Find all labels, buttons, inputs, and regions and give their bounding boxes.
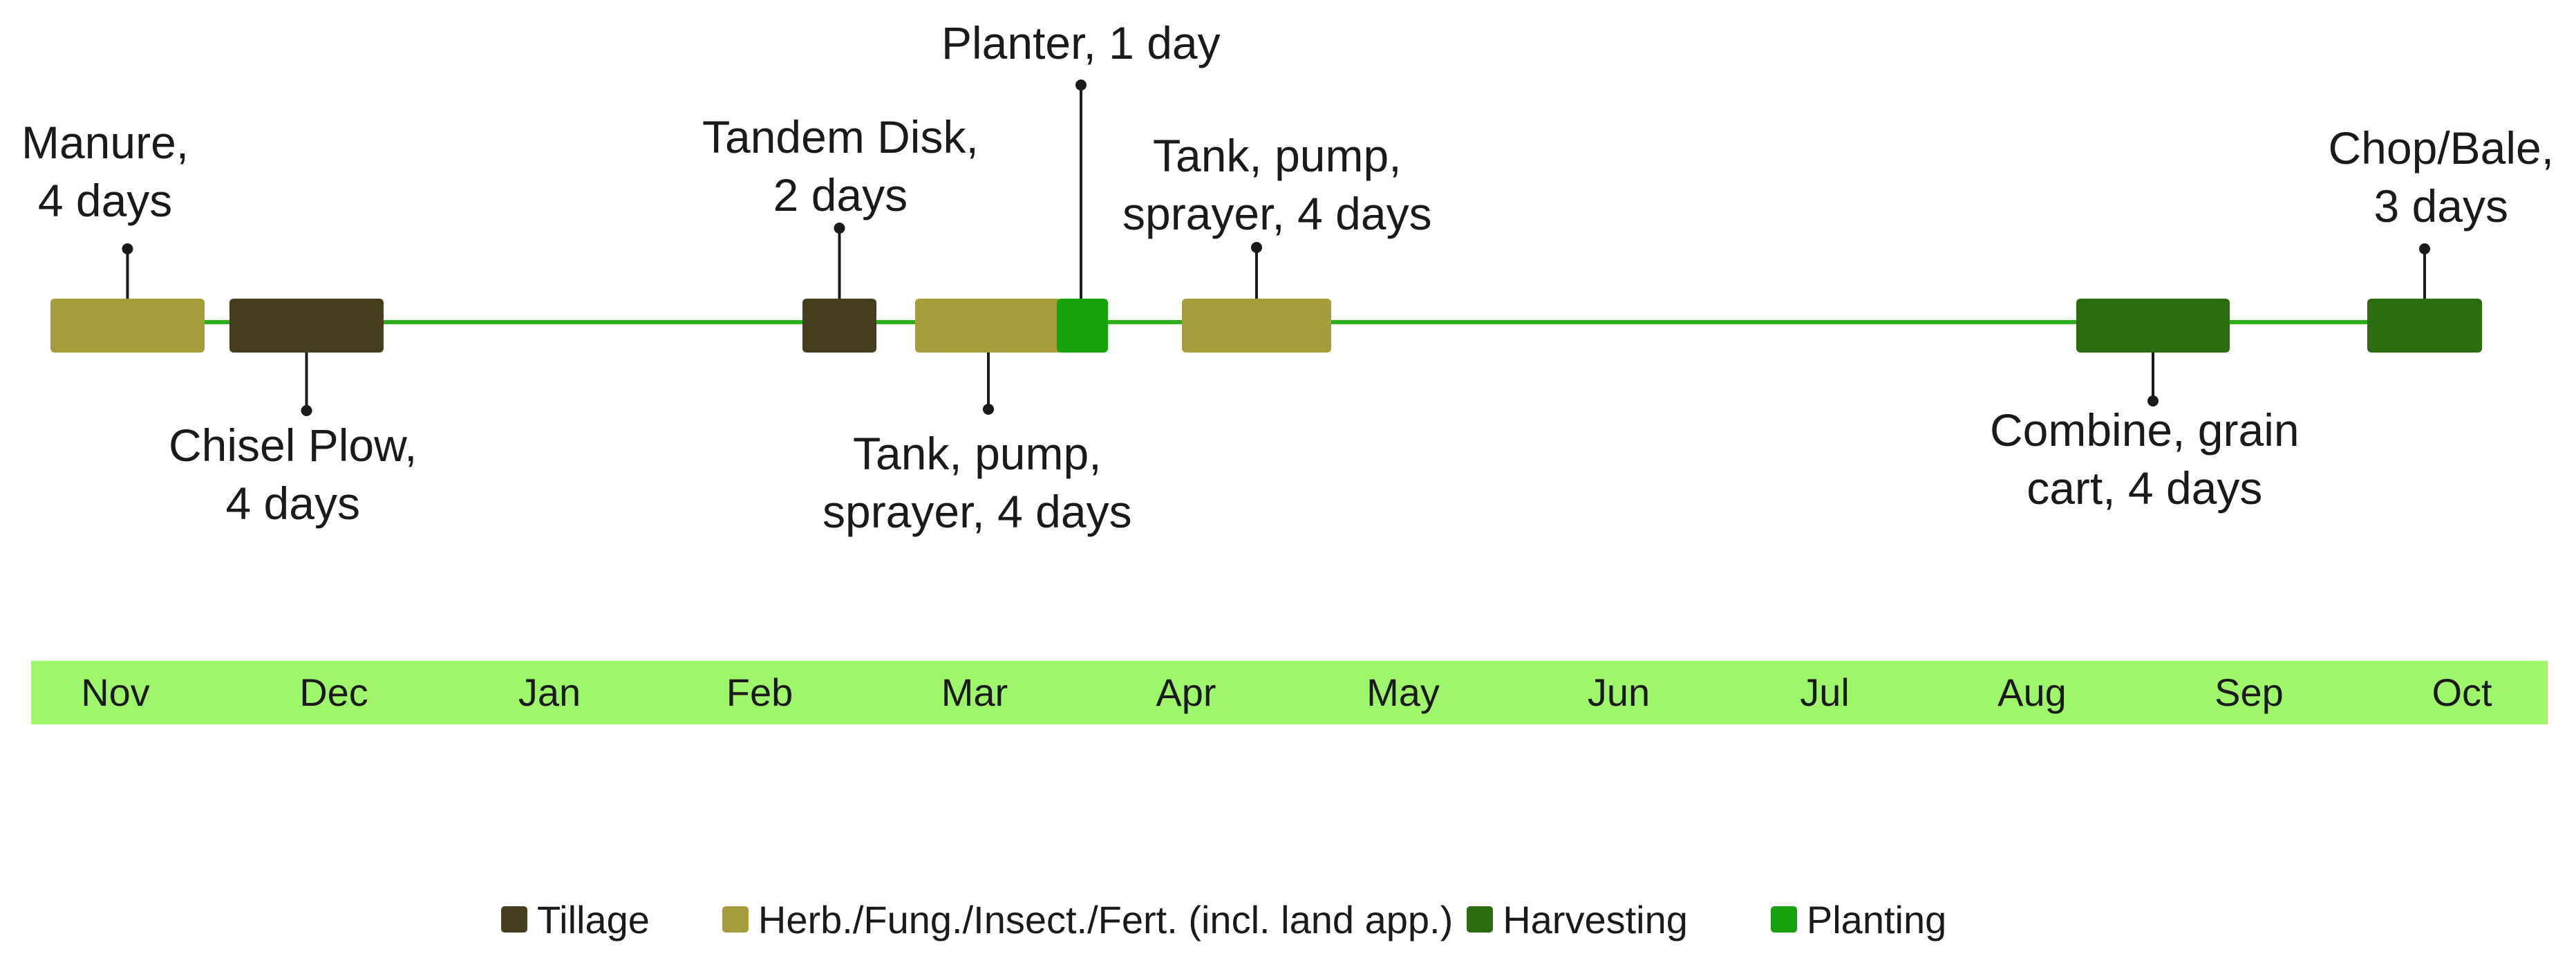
event-bar-tank-pump-sprayer-2 bbox=[1182, 299, 1331, 353]
month-label-jul: Jul bbox=[1800, 671, 1850, 714]
event-label-chisel-plow: Chisel Plow, 4 days bbox=[169, 420, 417, 529]
event-bar-planter bbox=[1057, 299, 1108, 353]
event-label-combine-grain-cart: Combine, grain cart, 4 days bbox=[1990, 404, 2300, 514]
legend-item: Harvesting bbox=[1467, 897, 1688, 942]
event-bar-manure bbox=[50, 299, 205, 353]
month-label-sep: Sep bbox=[2215, 671, 2284, 714]
month-label-nov: Nov bbox=[81, 671, 150, 714]
month-label-mar: Mar bbox=[941, 671, 1008, 714]
event-bar-combine-grain-cart bbox=[2076, 299, 2230, 353]
event-bar-chop-bale bbox=[2367, 299, 2482, 353]
event-label-tank-pump-sprayer-2: Tank, pump, sprayer, 4 days bbox=[1122, 130, 1432, 239]
legend-label: Herb./Fung./Insect./Fert. (incl. land ap… bbox=[758, 897, 1454, 941]
month-label-jun: Jun bbox=[1587, 671, 1651, 714]
month-label-may: May bbox=[1366, 671, 1440, 714]
event-bar-tank-pump-sprayer-1 bbox=[915, 299, 1062, 353]
event-stem-dot-tank-pump-sprayer-1 bbox=[983, 404, 994, 415]
event-stem-dot-tandem-disk bbox=[834, 223, 845, 234]
legend-swatch bbox=[1770, 906, 1797, 933]
event-label-tandem-disk: Tandem Disk, 2 days bbox=[702, 111, 979, 221]
legend-label: Tillage bbox=[537, 897, 650, 941]
event-label-manure: Manure, 4 days bbox=[21, 117, 189, 226]
legend-item: Herb./Fung./Insect./Fert. (incl. land ap… bbox=[722, 897, 1453, 942]
event-bar-chisel-plow bbox=[229, 299, 384, 353]
month-label-aug: Aug bbox=[1997, 671, 2067, 714]
legend-swatch bbox=[1467, 906, 1494, 933]
event-stem-dot-combine-grain-cart bbox=[2147, 395, 2159, 406]
event-bar-tandem-disk bbox=[802, 299, 876, 353]
legend-swatch bbox=[501, 906, 527, 933]
month-label-oct: Oct bbox=[2432, 671, 2492, 714]
legend-label: Planting bbox=[1806, 897, 1947, 941]
legend: Tillage Herb./Fung./Insect./Fert. (incl. … bbox=[501, 895, 1946, 944]
event-stem-dot-chop-bale bbox=[2419, 243, 2430, 254]
legend-swatch bbox=[722, 906, 749, 933]
month-label-dec: Dec bbox=[299, 671, 368, 714]
legend-item: Planting bbox=[1770, 897, 1947, 942]
month-label-jan: Jan bbox=[518, 671, 581, 714]
event-label-chop-bale: Chop/Bale, 3 days bbox=[2328, 122, 2555, 232]
event-stem-dot-chisel-plow bbox=[301, 405, 312, 416]
event-stem-dot-tank-pump-sprayer-2 bbox=[1251, 242, 1262, 253]
legend-label: Harvesting bbox=[1503, 897, 1688, 941]
month-label-feb: Feb bbox=[726, 671, 793, 714]
legend-item: Tillage bbox=[501, 897, 650, 942]
event-stem-dot-manure bbox=[122, 243, 133, 254]
event-stem-dot-planter bbox=[1075, 79, 1087, 91]
event-label-planter: Planter, 1 day bbox=[941, 17, 1221, 68]
month-label-apr: Apr bbox=[1156, 671, 1216, 714]
month-band bbox=[31, 661, 2548, 724]
event-label-tank-pump-sprayer-1: Tank, pump, sprayer, 4 days bbox=[822, 428, 1132, 537]
